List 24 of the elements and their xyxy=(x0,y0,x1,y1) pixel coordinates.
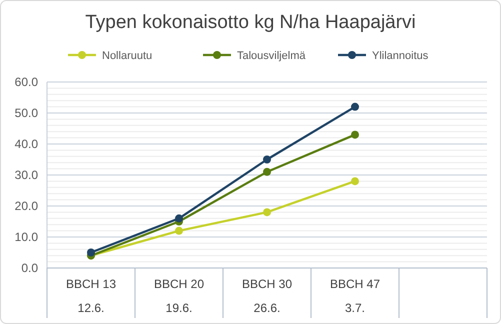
y-tick-label: 40.0 xyxy=(14,137,38,151)
y-tick-label: 0.0 xyxy=(21,261,38,275)
point xyxy=(263,208,271,216)
y-tick-label: 50.0 xyxy=(14,106,38,120)
y-tick-label: 60.0 xyxy=(14,75,38,89)
point xyxy=(351,130,359,139)
y-tick-label: 20.0 xyxy=(14,199,38,213)
point xyxy=(351,102,359,111)
chart-title: Typen kokonaisotto kg N/ha Haapajärvi xyxy=(85,12,416,33)
y-tick-label: 30.0 xyxy=(14,168,38,182)
legend-label: Talousviljelmä xyxy=(237,50,306,62)
x-tick-label: BBCH 13 12.6. xyxy=(66,277,116,315)
point xyxy=(175,226,183,235)
legend-label: Nollaruutu xyxy=(102,50,152,62)
point xyxy=(263,168,271,176)
point xyxy=(351,177,359,186)
y-tick-label: 10.0 xyxy=(14,230,38,244)
x-tick-label: BBCH 20 19.6. xyxy=(154,277,204,315)
point xyxy=(175,214,183,222)
point xyxy=(87,248,95,256)
x-tick-label: BBCH 47 3.7. xyxy=(330,277,380,315)
legend-label: Ylilannoitus xyxy=(372,50,429,62)
point xyxy=(263,156,271,164)
x-tick-label: BBCH 30 26.6. xyxy=(242,277,292,315)
